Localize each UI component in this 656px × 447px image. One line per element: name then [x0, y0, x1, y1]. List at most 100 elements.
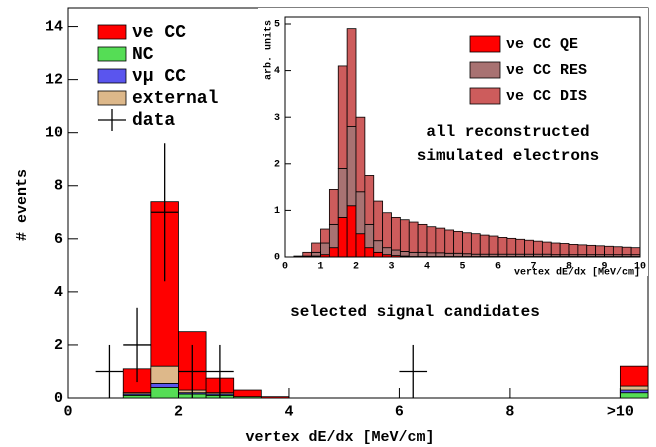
- y-tick-label: 10: [45, 125, 63, 142]
- bar: [621, 246, 632, 256]
- bar: [559, 243, 570, 256]
- bar: [346, 126, 357, 207]
- bar: [619, 392, 649, 399]
- x-tick-label: 3: [388, 262, 394, 273]
- legend-swatch: [469, 87, 501, 105]
- bar: [488, 235, 499, 255]
- y-tick-label: 12: [45, 72, 63, 89]
- y-tick-label: 3: [274, 113, 280, 124]
- y-tick-label: 2: [54, 337, 63, 354]
- x-tick-label: 1: [317, 262, 323, 273]
- legend-swatch: [469, 61, 501, 79]
- bar: [391, 249, 401, 257]
- legend-swatch: [97, 68, 127, 84]
- y-tick-label: 2: [274, 159, 280, 170]
- bar: [604, 245, 614, 256]
- y-tick-label: 0: [54, 390, 63, 407]
- y-tick-label: 4: [274, 66, 280, 77]
- legend-label: νe CC RES: [506, 62, 587, 79]
- bar: [364, 223, 375, 249]
- bar: [320, 242, 330, 256]
- legend-label: external: [132, 89, 219, 109]
- bar: [568, 244, 579, 256]
- bar: [630, 247, 641, 256]
- legend-label: νe CC QE: [506, 36, 578, 53]
- bar: [320, 228, 330, 244]
- bar: [399, 251, 410, 257]
- bar: [612, 246, 623, 256]
- x-tick-label: 4: [424, 262, 430, 273]
- x-tick-label: 6: [495, 262, 501, 273]
- bar: [470, 233, 481, 255]
- bar: [337, 168, 348, 218]
- bar: [506, 237, 517, 255]
- bar: [462, 253, 472, 257]
- y-tick-label: 8: [54, 178, 63, 195]
- bar: [391, 216, 401, 251]
- x-tick-label: 2: [353, 262, 359, 273]
- y-axis-label: # events: [14, 169, 31, 241]
- bar: [577, 244, 588, 256]
- x-tick-label: 6: [395, 403, 404, 420]
- bar: [328, 223, 339, 249]
- bar: [355, 233, 366, 258]
- bar: [453, 230, 463, 254]
- bar: [382, 212, 392, 249]
- x-tick-label: 4: [284, 403, 293, 420]
- bar: [364, 247, 375, 258]
- y-tick-label: 1: [274, 206, 280, 217]
- bar: [328, 247, 339, 258]
- x-tick-label: 9: [601, 262, 607, 273]
- bar: [497, 237, 508, 255]
- annotation: selected signal candidates: [290, 303, 540, 321]
- bar: [311, 251, 321, 257]
- inset-frame: [284, 16, 641, 258]
- bar: [426, 252, 437, 257]
- bar: [302, 251, 313, 257]
- bar: [408, 251, 419, 257]
- bar: [524, 239, 534, 255]
- legend-swatch: [469, 35, 501, 53]
- bar: [346, 205, 357, 258]
- bar: [515, 238, 526, 255]
- x-axis-label: vertex dE/dx [MeV/cm]: [245, 429, 434, 446]
- x-tick-label: 7: [530, 262, 536, 273]
- bar: [150, 365, 179, 384]
- legend-label: νe CC DIS: [506, 88, 587, 105]
- bar: [373, 240, 384, 253]
- x-tick-label: 10: [634, 262, 646, 273]
- bar: [355, 191, 366, 235]
- bar: [586, 244, 597, 256]
- bar: [417, 251, 428, 257]
- bar: [462, 232, 472, 255]
- legend-swatch: [97, 46, 127, 62]
- legend-label: νμ CC: [132, 67, 186, 87]
- x-tick-label: >10: [607, 403, 634, 420]
- y-tick-label: 5: [274, 20, 280, 31]
- legend-swatch: [97, 24, 127, 40]
- x-tick-label: 0: [282, 262, 288, 273]
- y-tick-label: 6: [54, 231, 63, 248]
- bar: [373, 200, 384, 242]
- y-tick-label: 14: [45, 19, 63, 36]
- bar: [426, 226, 437, 254]
- inset-x-label: vertex dE/dx [MeV/cm]: [514, 267, 640, 279]
- bar: [619, 365, 649, 387]
- bar: [382, 247, 392, 256]
- x-tick-label: 0: [63, 403, 72, 420]
- bar: [355, 116, 366, 193]
- bar: [435, 252, 446, 257]
- x-tick-label: 8: [566, 262, 572, 273]
- bar: [260, 396, 290, 399]
- y-tick-label: 4: [54, 284, 63, 301]
- bar: [346, 28, 357, 127]
- bar: [444, 252, 455, 257]
- bar: [364, 175, 375, 225]
- inset-y-label: arb. units: [263, 20, 275, 80]
- inset-annotation: all reconstructed: [426, 123, 589, 141]
- bar: [150, 383, 179, 388]
- bar: [417, 223, 428, 253]
- x-tick-label: 8: [505, 403, 514, 420]
